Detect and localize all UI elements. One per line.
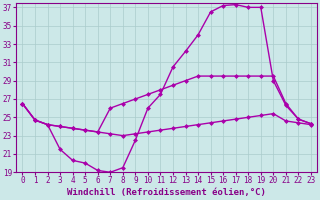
- X-axis label: Windchill (Refroidissement éolien,°C): Windchill (Refroidissement éolien,°C): [67, 188, 266, 197]
